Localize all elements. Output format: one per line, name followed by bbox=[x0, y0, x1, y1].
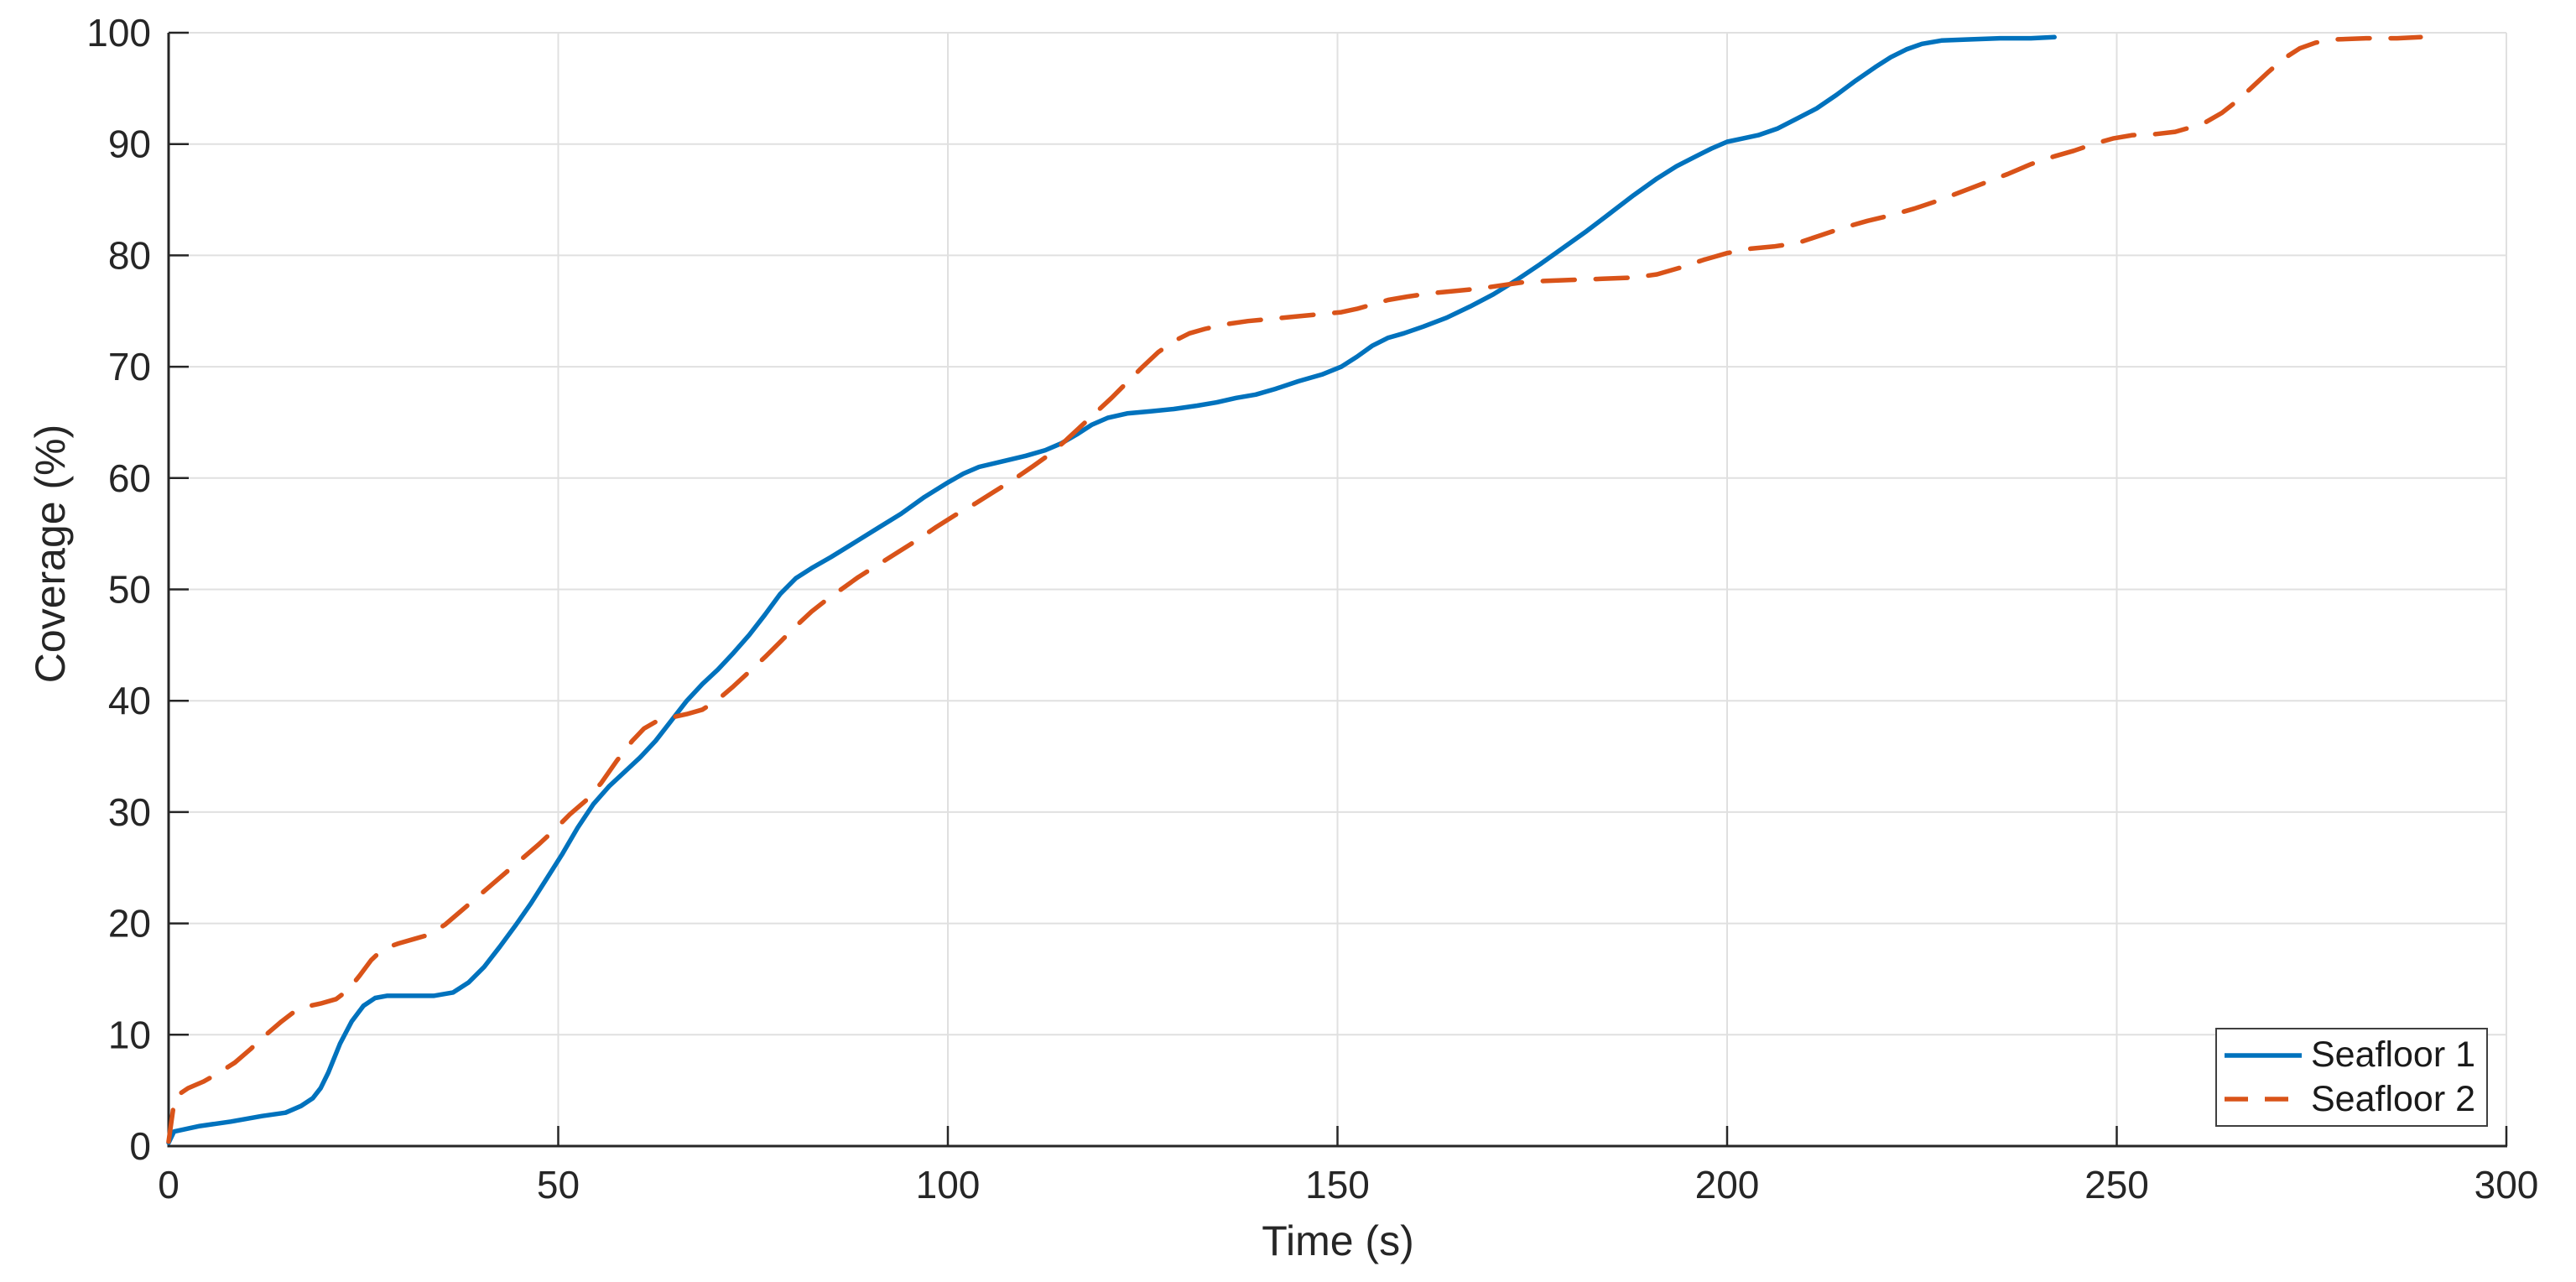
legend-item-seafloor-1: Seafloor 1 bbox=[2223, 1037, 2486, 1073]
y-tick-label: 80 bbox=[108, 233, 151, 277]
series-lines bbox=[166, 34, 2423, 1145]
legend: Seafloor 1 Seafloor 2 bbox=[2215, 1028, 2488, 1127]
y-tick-label: 60 bbox=[108, 456, 151, 500]
y-tick-label: 50 bbox=[108, 568, 151, 612]
y-tick-label: 10 bbox=[108, 1013, 151, 1056]
tick-labels: 0 50 100 150 200 250 300 0 10 20 30 40 50 60 70 80 90 100 bbox=[86, 11, 2538, 1206]
x-tick-label: 250 bbox=[2084, 1163, 2149, 1206]
y-tick-label: 90 bbox=[108, 122, 151, 166]
x-tick-label: 0 bbox=[158, 1163, 180, 1206]
legend-item-seafloor-2: Seafloor 2 bbox=[2223, 1081, 2486, 1118]
y-tick-label: 40 bbox=[108, 679, 151, 722]
y-tick-label: 0 bbox=[129, 1124, 151, 1168]
y-tick-label: 30 bbox=[108, 790, 151, 834]
series-line-seafloor-2 bbox=[166, 34, 2423, 1144]
axes bbox=[167, 33, 2507, 1148]
legend-label: Seafloor 2 bbox=[2311, 1078, 2476, 1119]
legend-line-dashed-icon bbox=[2225, 1097, 2302, 1102]
y-tick-label: 20 bbox=[108, 902, 151, 946]
gridlines bbox=[169, 32, 2507, 1146]
y-tick-label: 70 bbox=[108, 345, 151, 388]
legend-label: Seafloor 1 bbox=[2311, 1034, 2476, 1076]
y-tick-label: 100 bbox=[86, 11, 151, 55]
y-axis-label: Coverage (%) bbox=[27, 424, 74, 684]
x-tick-label: 50 bbox=[537, 1163, 580, 1206]
x-tick-label: 150 bbox=[1305, 1163, 1370, 1206]
series-line-seafloor-1 bbox=[166, 34, 2057, 1145]
x-tick-label: 200 bbox=[1695, 1163, 1760, 1206]
x-tick-label: 300 bbox=[2475, 1163, 2539, 1206]
x-tick-label: 100 bbox=[916, 1163, 981, 1206]
legend-line-solid-icon bbox=[2225, 1053, 2302, 1058]
x-axis-label: Time (s) bbox=[1262, 1217, 1414, 1264]
